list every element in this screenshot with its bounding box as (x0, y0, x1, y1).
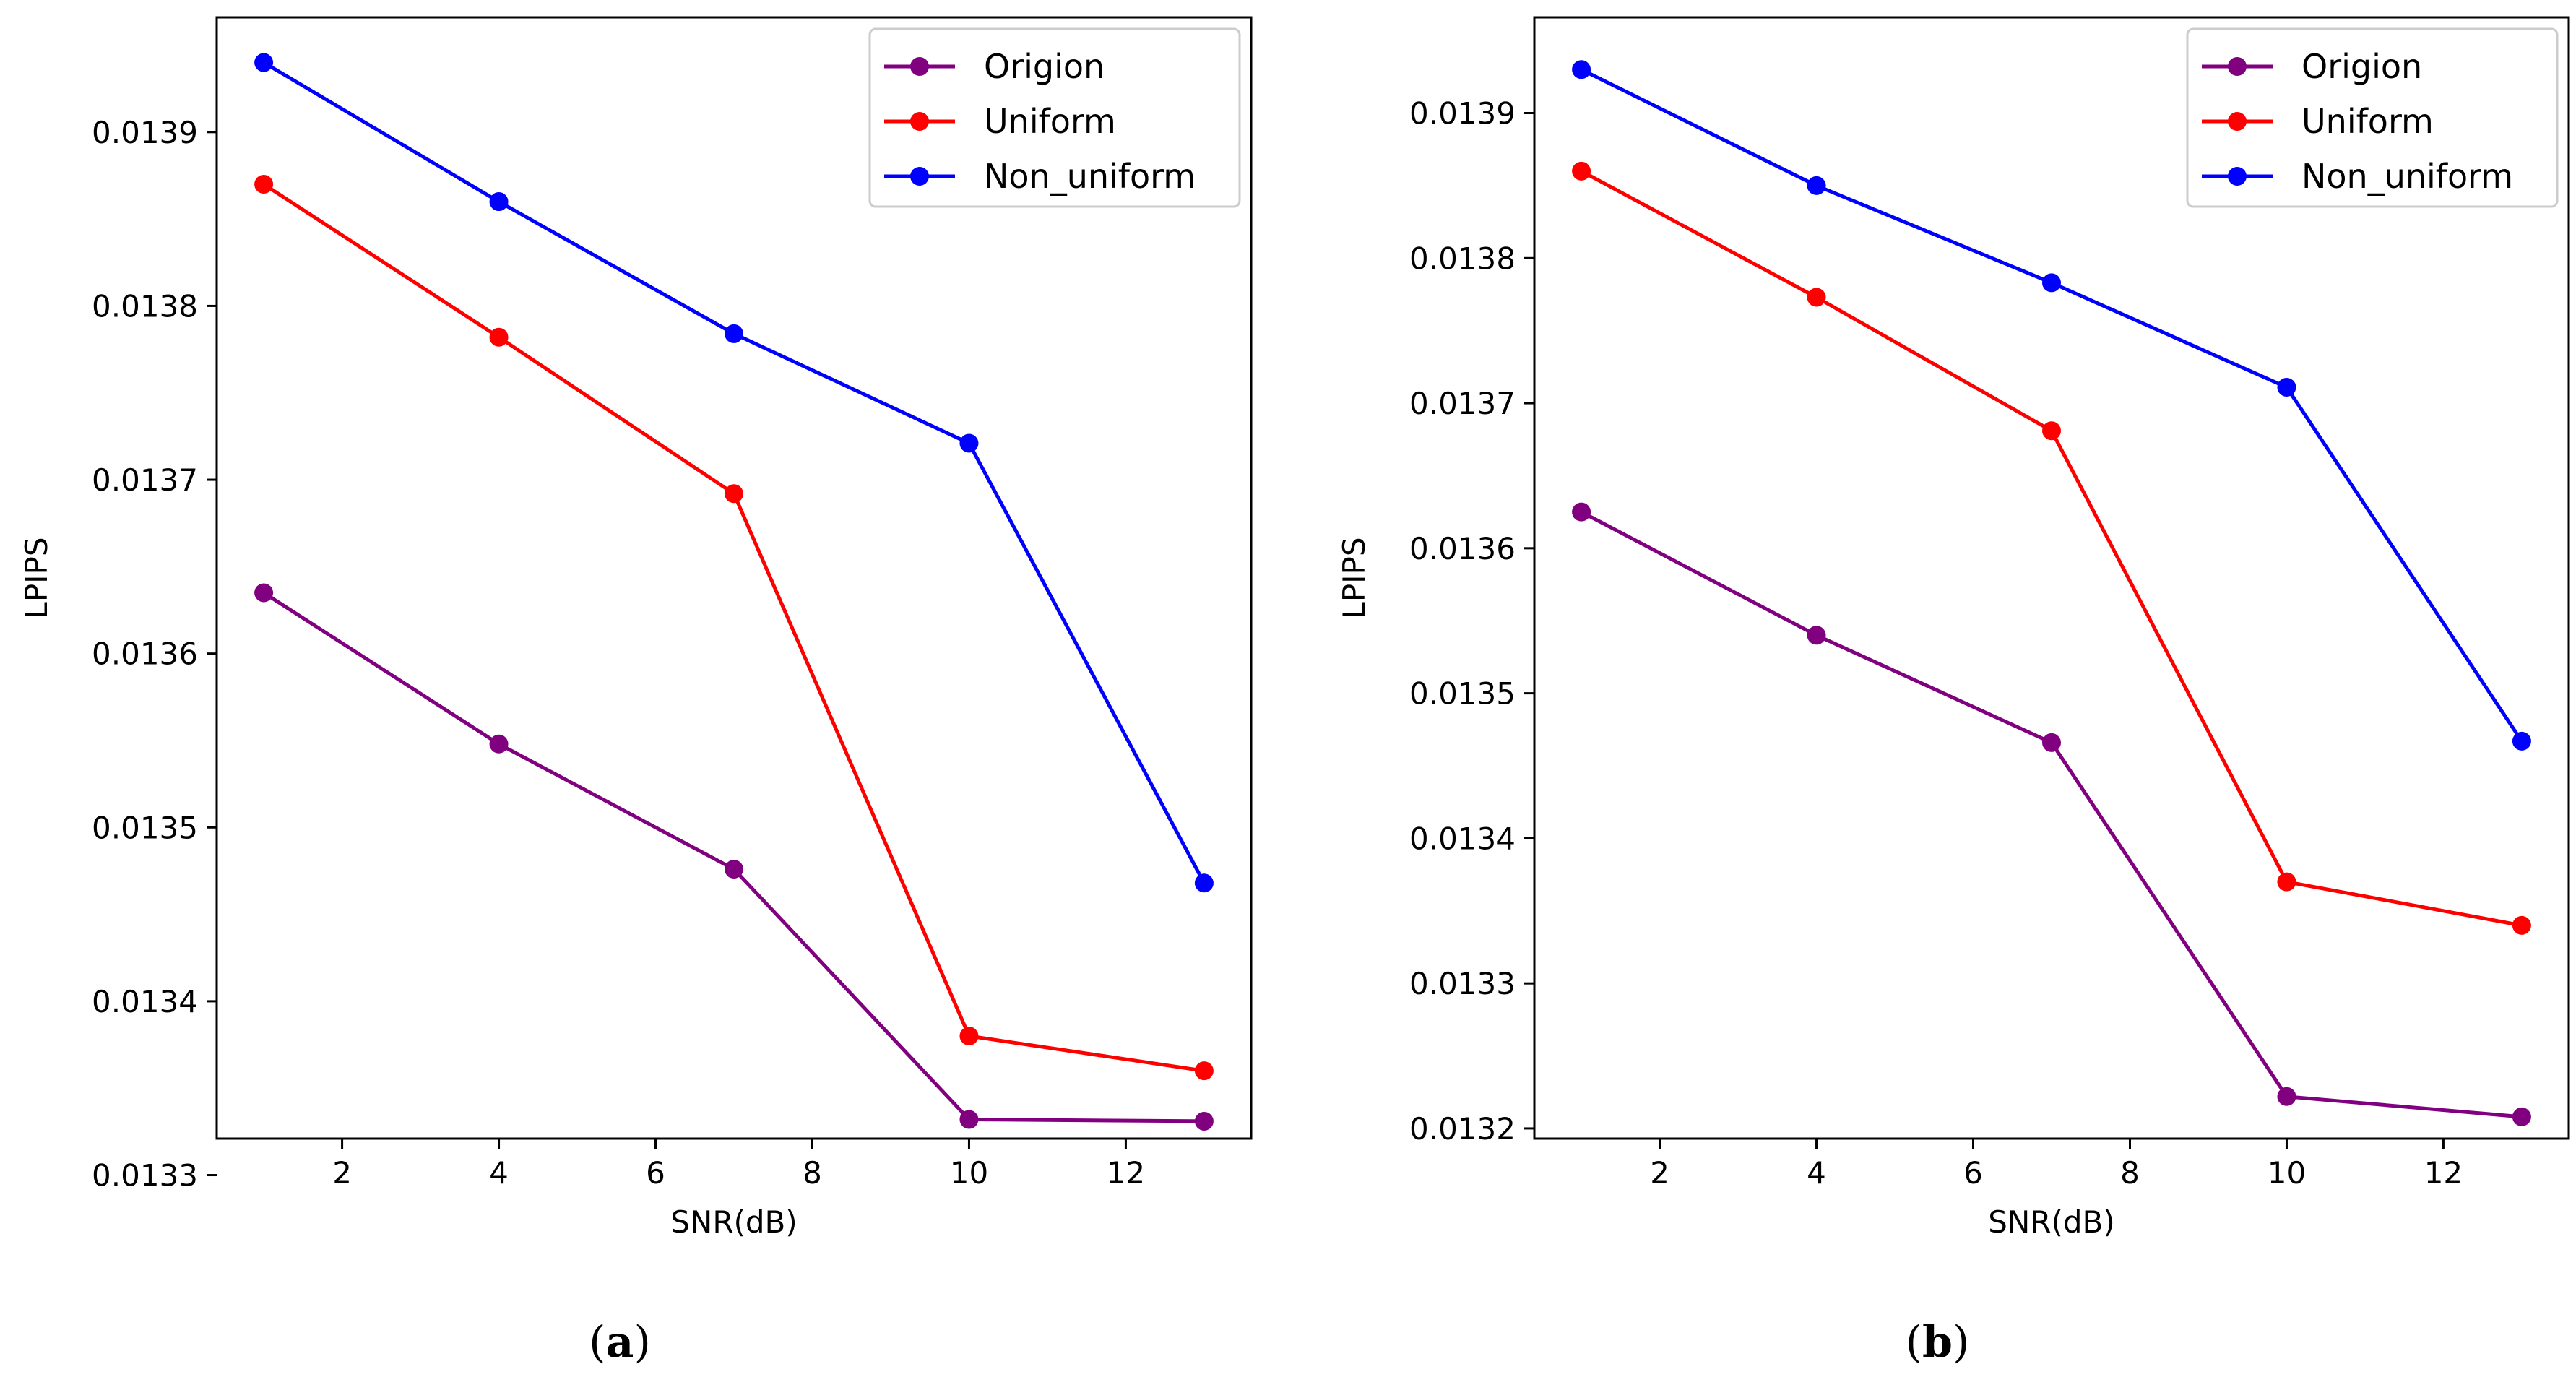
legend-label-non_uniform: Non_uniform (2301, 157, 2513, 196)
subfigure-caption: (b) (1906, 1317, 1970, 1368)
data-point-origion (2042, 733, 2061, 752)
data-point-origion (1572, 502, 1591, 522)
series-line-uniform (262, 182, 1205, 1073)
x-tick-label: 2 (332, 1155, 352, 1191)
legend-box (2186, 27, 2559, 208)
data-point-uniform (2512, 915, 2531, 935)
legend-marker-uniform (910, 112, 929, 131)
x-tick-label: 2 (1650, 1155, 1669, 1191)
y-tick-label: 0.0136 (92, 636, 198, 672)
y-tick-label: 0.0136 (1409, 531, 1516, 566)
y-tick-label: 0.0134 (92, 984, 198, 1019)
y-axis-label: LPIPS (1336, 537, 1372, 618)
y-axis-label: LPIPS (19, 537, 54, 618)
data-point-non_uniform (1194, 873, 1214, 893)
data-point-origion (2277, 1087, 2296, 1106)
x-axis-label: SNR(dB) (670, 1204, 798, 1240)
x-tick-label: 4 (489, 1155, 509, 1191)
data-point-uniform (254, 174, 274, 194)
y-tick-label: 0.0137 (92, 462, 198, 498)
legend-marker-origion (910, 57, 929, 76)
x-axis-label: SNR(dB) (1988, 1204, 2115, 1240)
legend: Origion Uniform Non_uniform (2186, 27, 2559, 208)
data-point-uniform (489, 327, 509, 347)
plot-frame (215, 16, 1253, 1140)
x-tick-label: 10 (2268, 1155, 2306, 1191)
data-point-uniform (959, 1027, 979, 1046)
y-tick-label: 0.0139 (1409, 96, 1516, 131)
data-point-origion (2512, 1107, 2531, 1126)
y-tick-label: 0.0133 (92, 1158, 198, 1193)
data-point-non_uniform (725, 324, 743, 343)
series-line-origion (262, 591, 1204, 1123)
legend-label-uniform: Uniform (984, 102, 1116, 141)
x-tick-label: 6 (1963, 1155, 1983, 1191)
y-tick-label: 0.0138 (1409, 241, 1516, 276)
data-point-origion (725, 860, 743, 879)
chart-a: 2 4 6 8 10 12 0.0133 0.0134 0.0135 0.0136 0.0137 0.… (19, 16, 1253, 1368)
legend-label-origion: Origion (2301, 47, 2422, 86)
data-point-non_uniform (1807, 176, 1826, 195)
chart-b: 2 4 6 8 10 12 0.0132 0.0133 0.0134 0.0135 0.0136 0.… (1336, 16, 2570, 1368)
x-tick-label: 10 (950, 1155, 988, 1191)
x-tick-label: 12 (2424, 1155, 2463, 1191)
legend-box (868, 27, 1241, 208)
data-point-non_uniform (2277, 377, 2296, 397)
data-point-origion (489, 734, 509, 754)
y-tick-label: 0.0135 (1409, 676, 1516, 712)
y-tick-label: 0.0132 (1409, 1111, 1516, 1147)
data-point-uniform (2042, 421, 2061, 441)
data-point-origion (959, 1110, 979, 1129)
data-point-origion (1807, 626, 1826, 645)
data-point-origion (1194, 1111, 1214, 1131)
y-tick-label: 0.0135 (92, 810, 198, 845)
y-tick-label: 0.0138 (92, 288, 198, 324)
data-point-uniform (725, 484, 743, 504)
data-point-non_uniform (2042, 273, 2061, 293)
subfigure-caption: (a) (589, 1317, 651, 1368)
legend-marker-non_uniform (2228, 167, 2247, 186)
x-tick-label: 4 (1807, 1155, 1826, 1191)
y-tick-label: 0.0133 (1409, 966, 1516, 1001)
x-tick-label: 12 (1107, 1155, 1145, 1191)
series-line-origion (1580, 510, 2523, 1119)
legend-label-uniform: Uniform (2301, 102, 2434, 141)
x-tick-label: 8 (803, 1155, 822, 1191)
x-tick-label: 6 (646, 1155, 665, 1191)
legend-label-origion: Origion (984, 47, 1105, 86)
data-point-uniform (1572, 161, 1591, 181)
legend-marker-uniform (2228, 112, 2247, 131)
legend: Origion Uniform Non_uniform (868, 27, 1241, 208)
legend-label-non_uniform: Non_uniform (984, 157, 1196, 196)
data-point-non_uniform (959, 433, 979, 453)
data-point-uniform (2277, 872, 2296, 892)
data-point-non_uniform (1572, 60, 1591, 79)
y-tick-label: 0.0137 (1409, 386, 1516, 421)
y-tick-label: 0.0139 (92, 115, 198, 150)
y-tick-label: 0.0134 (1409, 821, 1516, 856)
data-point-uniform (1807, 288, 1826, 307)
plot-frame (1533, 16, 2570, 1140)
data-point-non_uniform (2512, 731, 2531, 751)
x-tick-label: 8 (2120, 1155, 2140, 1191)
data-point-non_uniform (489, 192, 509, 212)
data-point-uniform (1194, 1061, 1214, 1081)
data-point-origion (254, 583, 274, 603)
legend-marker-non_uniform (910, 167, 929, 186)
data-point-non_uniform (254, 53, 274, 72)
legend-marker-origion (2228, 57, 2247, 76)
